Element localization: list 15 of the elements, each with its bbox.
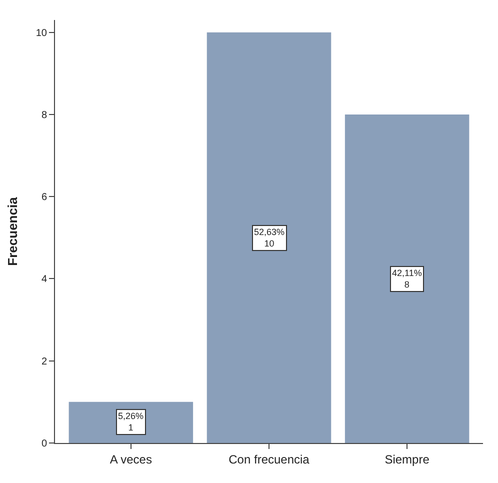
- bar: [344, 114, 470, 443]
- y-tick-label: 6: [41, 192, 48, 204]
- y-tick-label: 2: [41, 356, 48, 368]
- y-axis-title: Frecuencia: [4, 196, 20, 266]
- y-tick-label: 0: [41, 438, 48, 450]
- bar: [206, 32, 332, 443]
- data-label: 52,63% 10: [254, 227, 285, 249]
- y-tick-label: 4: [41, 274, 48, 286]
- data-label: 5,26% 1: [118, 411, 144, 433]
- x-tick-label: Siempre: [384, 452, 430, 466]
- data-label: 42,11% 8: [392, 268, 422, 290]
- x-tick-label: A veces: [110, 452, 152, 466]
- y-tick-label: 10: [36, 28, 48, 39]
- y-tick-label: 8: [41, 110, 48, 121]
- x-tick-label: Con frecuencia: [228, 452, 310, 466]
